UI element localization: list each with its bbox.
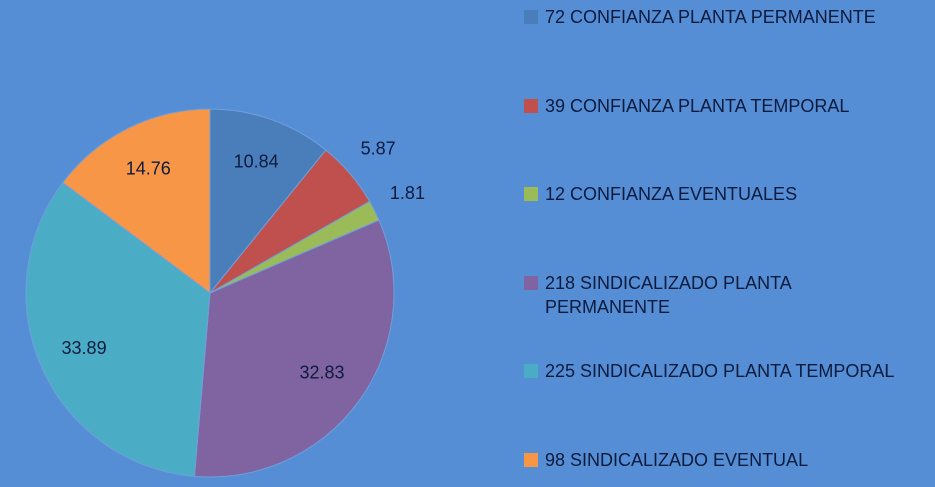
legend-label: 225 SINDICALIZADO PLANTA TEMPORAL	[545, 361, 895, 381]
legend-label: 12 CONFIANZA EVENTUALES	[545, 184, 798, 204]
pie-slice	[62, 108, 211, 294]
legend-entry: 225 SINDICALIZADO PLANTA TEMPORAL	[524, 359, 909, 383]
legend-entry: 98 SINDICALIZADO EVENTUAL	[524, 448, 909, 472]
pie-slice	[25, 181, 211, 477]
legend-entry: 39 CONFIANZA PLANTA TEMPORAL	[524, 94, 909, 118]
legend-swatch	[524, 452, 538, 467]
pie-slice	[209, 108, 327, 295]
data-label: 5.87	[361, 139, 396, 159]
data-label: 1.81	[390, 183, 425, 203]
data-label: 33.89	[62, 338, 107, 358]
legend-swatch	[524, 10, 538, 24]
data-label: 14.76	[126, 158, 171, 178]
legend-label: 98 SINDICALIZADO EVENTUAL	[545, 449, 809, 470]
pie-slice	[193, 219, 395, 478]
legend-label: 39 CONFIANZA PLANTA TEMPORAL	[545, 95, 850, 116]
legend-entry: 72 CONFIANZA PLANTA PERMANENTE	[524, 5, 909, 29]
legend-entry: 12 CONFIANZA EVENTUALES	[524, 182, 909, 206]
legend-label: 72 CONFIANZA PLANTA PERMANENTE	[545, 7, 876, 27]
legend-swatch	[524, 98, 538, 113]
legend-entry: 218 SINDICALIZADO PLANTA PERMANENTE	[524, 271, 909, 319]
legend-swatch	[524, 275, 538, 290]
legend-swatch	[524, 364, 538, 378]
legend-swatch	[524, 187, 538, 201]
data-label: 32.83	[299, 362, 344, 382]
data-label: 10.84	[234, 152, 279, 172]
legend-label: 218 SINDICALIZADO PLANTA PERMANENTE	[545, 272, 791, 317]
